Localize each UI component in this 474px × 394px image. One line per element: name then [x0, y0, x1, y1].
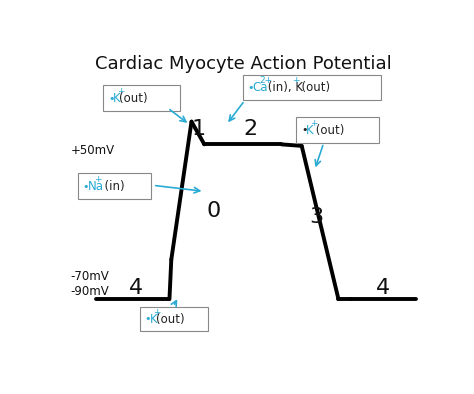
Text: +: + [292, 76, 300, 85]
Text: 2: 2 [243, 119, 257, 139]
Text: (out): (out) [294, 82, 330, 95]
Text: Cardiac Myocyte Action Potential: Cardiac Myocyte Action Potential [94, 55, 392, 73]
Text: -70mV: -70mV [70, 270, 109, 283]
Text: (in): (in) [97, 180, 124, 193]
Text: 2+: 2+ [260, 76, 273, 85]
Text: •: • [82, 182, 89, 191]
Text: (out): (out) [312, 124, 344, 137]
FancyBboxPatch shape [103, 85, 181, 111]
Text: +: + [94, 175, 102, 184]
Text: •: • [108, 94, 115, 104]
Text: (out): (out) [119, 92, 147, 105]
Text: Ca: Ca [253, 82, 268, 95]
Text: -90mV: -90mV [70, 285, 109, 298]
Text: K: K [306, 124, 314, 137]
FancyBboxPatch shape [296, 117, 379, 143]
Text: 4: 4 [375, 279, 390, 299]
FancyBboxPatch shape [78, 173, 151, 199]
Text: (in), K: (in), K [264, 82, 303, 95]
Text: K: K [150, 313, 158, 326]
Text: +: + [154, 308, 161, 317]
Text: K: K [113, 92, 121, 105]
Text: 1: 1 [192, 119, 206, 139]
Text: +: + [117, 87, 124, 96]
FancyBboxPatch shape [140, 307, 208, 331]
Text: 3: 3 [310, 207, 323, 227]
Text: (out): (out) [155, 313, 184, 326]
Text: +50mV: +50mV [70, 144, 114, 157]
Text: •: • [301, 125, 308, 136]
Text: 4: 4 [129, 279, 144, 299]
Text: Na: Na [88, 180, 103, 193]
Text: •: • [145, 314, 151, 324]
Text: •: • [248, 83, 254, 93]
Text: +: + [310, 119, 317, 128]
Text: 0: 0 [206, 201, 221, 221]
FancyBboxPatch shape [243, 74, 381, 100]
